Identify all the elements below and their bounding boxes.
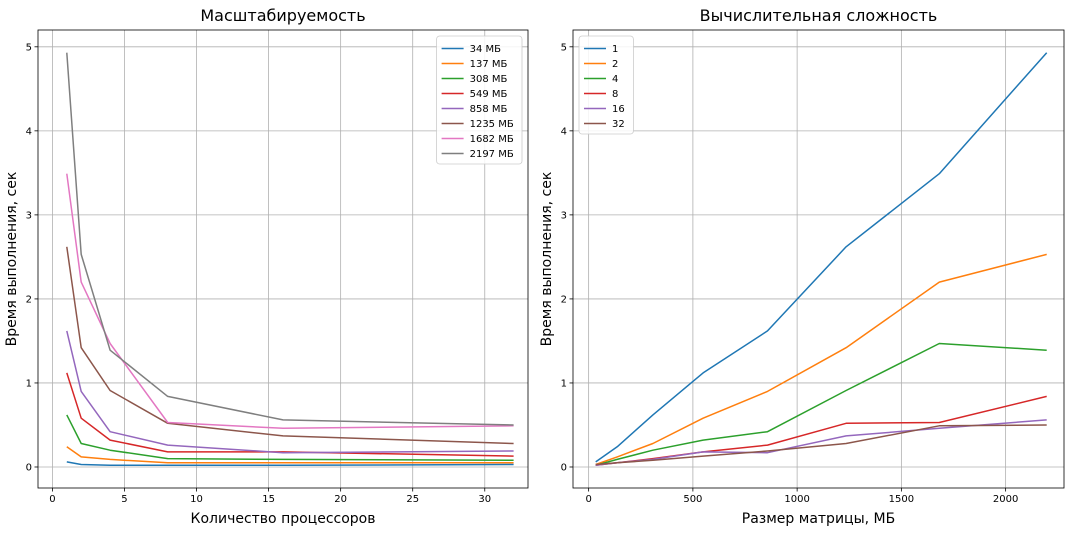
y-tick-label: 0 <box>561 462 567 473</box>
legend-label-2: 4 <box>612 74 618 85</box>
y-axis-label: Время выполнения, сек <box>4 172 20 347</box>
x-tick-label: 0 <box>585 494 591 505</box>
legend-label-7: 2197 МБ <box>470 149 514 160</box>
y-tick-label: 2 <box>26 294 32 305</box>
series-line-2 <box>595 342 1047 467</box>
complexity-chart: 0 500 1000 1500 2000 0 1 2 3 4 5 Вычислительная сло… <box>539 6 1065 527</box>
legend-label-4: 858 МБ <box>470 104 508 115</box>
legend-label-5: 32 <box>612 119 625 130</box>
x-tick-label: 2000 <box>993 494 1018 505</box>
legend-label-0: 34 МБ <box>470 44 502 55</box>
plot-frame <box>37 29 529 489</box>
y-tick-label: 5 <box>26 42 32 53</box>
series-line-0 <box>595 52 1048 463</box>
y-tick-label: 3 <box>561 210 567 221</box>
x-axis-label: Размер матрицы, МБ <box>742 511 895 527</box>
series-line-7 <box>66 52 514 426</box>
legend: 34 МБ 137 МБ 308 МБ 549 МБ 858 МБ 1235 МБ 1682… <box>436 35 523 165</box>
series-line-2 <box>66 414 514 462</box>
legend: 1 2 4 8 16 32 <box>578 35 634 135</box>
y-tick-label: 5 <box>561 42 567 53</box>
legend-label-3: 549 МБ <box>470 89 508 100</box>
x-tick-label: 1500 <box>889 494 914 505</box>
x-tick-label: 10 <box>190 494 203 505</box>
legend-label-1: 2 <box>612 59 618 70</box>
plot-frame <box>572 29 1065 489</box>
legend-label-5: 1235 МБ <box>470 119 514 130</box>
legend-box <box>436 35 523 165</box>
legend-label-6: 1682 МБ <box>470 134 514 145</box>
series-line-5 <box>595 424 1047 466</box>
y-axis-label: Время выполнения, сек <box>539 172 555 347</box>
legend-label-2: 308 МБ <box>470 74 508 85</box>
y-tick-label: 3 <box>26 210 32 221</box>
x-tick-label: 0 <box>49 494 55 505</box>
y-tick-label: 1 <box>26 378 32 389</box>
x-tick-label: 30 <box>478 494 491 505</box>
series-line-1 <box>66 446 514 464</box>
legend-label-4: 16 <box>612 104 625 115</box>
series-line-0 <box>66 461 514 467</box>
y-tick-label: 4 <box>26 126 32 137</box>
series-line-4 <box>66 330 514 454</box>
x-tick-label: 20 <box>334 494 347 505</box>
series-line-6 <box>66 173 514 430</box>
chart-title: Вычислительная сложность <box>700 6 938 25</box>
legend-box <box>578 35 634 135</box>
legend-label-0: 1 <box>612 44 618 55</box>
legend-label-1: 137 МБ <box>470 59 508 70</box>
legend-label-3: 8 <box>612 89 618 100</box>
series-line-5 <box>66 246 514 445</box>
y-tick-label: 1 <box>561 378 567 389</box>
series-line-1 <box>595 253 1047 466</box>
x-tick-label: 15 <box>262 494 275 505</box>
x-axis-label: Количество процессоров <box>191 511 376 527</box>
y-tick-label: 0 <box>26 462 32 473</box>
x-tick-label: 5 <box>121 494 127 505</box>
y-tick-label: 2 <box>561 294 567 305</box>
x-tick-label: 1000 <box>784 494 809 505</box>
chart-title: Масштабируемость <box>200 6 365 25</box>
x-tick-label: 25 <box>406 494 419 505</box>
scalability-chart: 0 5 10 15 20 25 30 0 1 2 3 4 5 Масштабируемость Количе… <box>4 6 529 527</box>
x-tick-label: 500 <box>683 494 702 505</box>
y-tick-label: 4 <box>561 126 567 137</box>
